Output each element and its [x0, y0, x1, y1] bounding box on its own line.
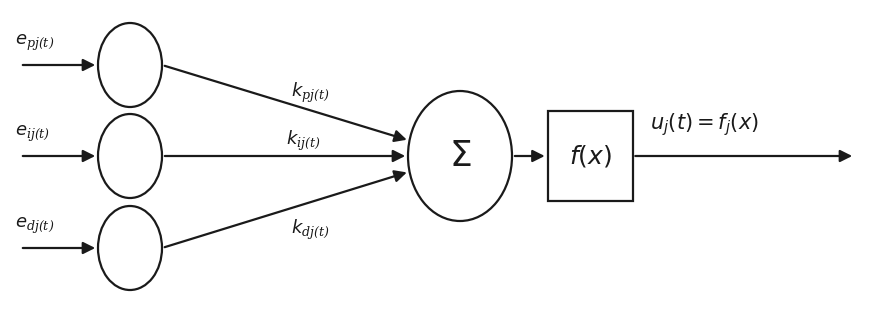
Ellipse shape	[408, 91, 512, 221]
Text: $k_{\mathregular{ij(t)}}$: $k_{\mathregular{ij(t)}}$	[286, 129, 321, 153]
Text: $u_j(t){=}f_j(x)$: $u_j(t){=}f_j(x)$	[650, 111, 760, 138]
Text: $e_{\mathregular{pj(t)}}$: $e_{\mathregular{pj(t)}}$	[15, 33, 54, 53]
Text: $f(x)$: $f(x)$	[569, 143, 612, 169]
Ellipse shape	[98, 206, 162, 290]
Text: $k_{\mathregular{dj(t)}}$: $k_{\mathregular{dj(t)}}$	[291, 218, 330, 242]
Text: $e_{\mathregular{dj(t)}}$: $e_{\mathregular{dj(t)}}$	[15, 216, 54, 236]
Ellipse shape	[98, 114, 162, 198]
Text: $k_{\mathregular{pj(t)}}$: $k_{\mathregular{pj(t)}}$	[291, 80, 330, 105]
Text: $e_{\mathregular{ij(t)}}$: $e_{\mathregular{ij(t)}}$	[15, 124, 51, 144]
Bar	[548, 111, 633, 201]
Text: $\Sigma$: $\Sigma$	[449, 139, 472, 173]
Ellipse shape	[98, 23, 162, 107]
